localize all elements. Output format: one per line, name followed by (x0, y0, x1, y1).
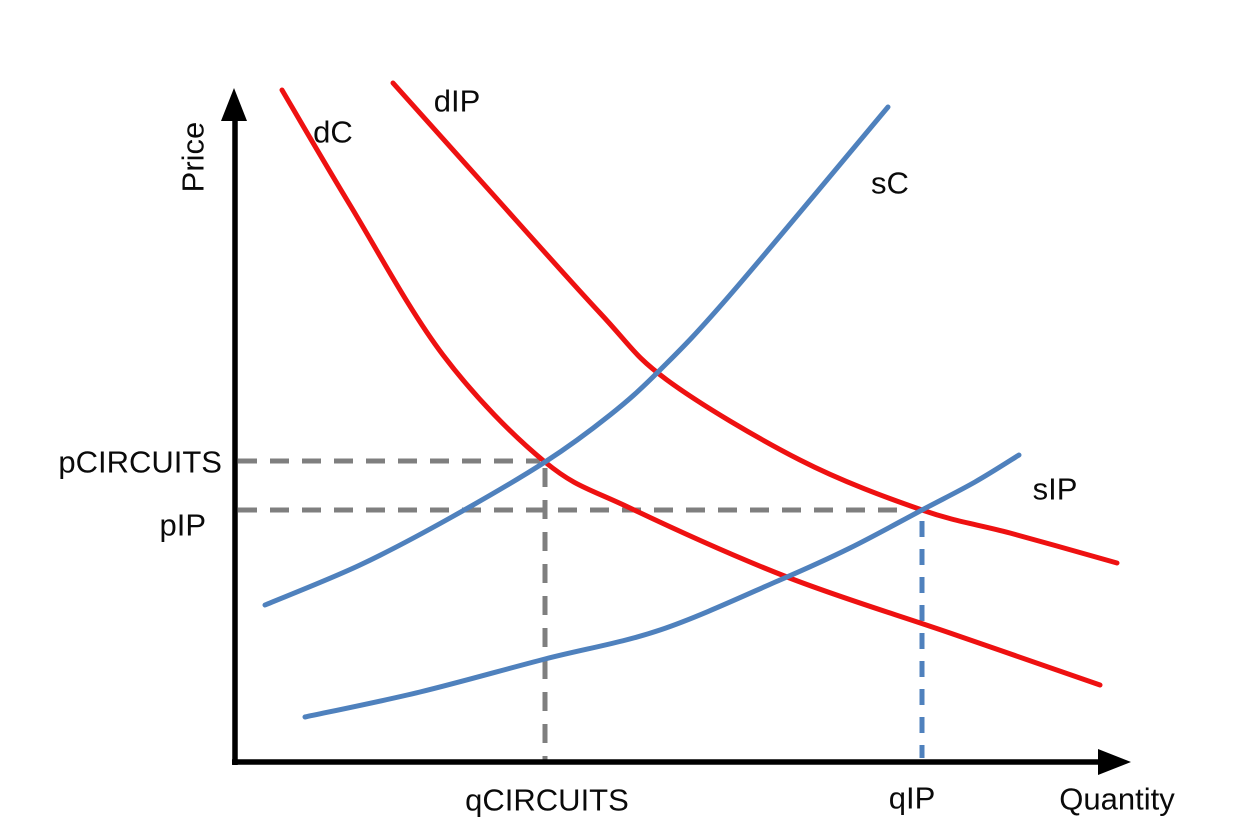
price-label-ip: pIP (159, 508, 206, 543)
labels-group: Price Quantity dC dIP sC sIP pCIRCUITS p… (58, 84, 1175, 818)
curve-label-sc: sC (871, 166, 909, 201)
curve-label-dc: dC (313, 115, 353, 150)
demand-curve-ip (390, 80, 1120, 566)
y-axis-label: Price (176, 122, 211, 193)
quantity-label-ip: qIP (889, 781, 936, 816)
guides-group (238, 458, 925, 760)
x-axis-label: Quantity (1059, 782, 1175, 817)
quantity-label-circuits: qCIRCUITS (465, 783, 629, 818)
axes-group (221, 88, 1131, 775)
demand-curve-circuits (279, 87, 1103, 688)
curves-group (262, 80, 1120, 720)
supply-curve-ip (302, 452, 1022, 720)
curve-label-dip: dIP (434, 84, 481, 119)
y-axis-arrowhead-icon (221, 88, 247, 121)
supply-curve-circuits (262, 104, 891, 608)
curve-label-sip: sIP (1033, 472, 1078, 507)
price-label-circuits: pCIRCUITS (58, 445, 222, 480)
x-axis-arrowhead-icon (1098, 749, 1131, 775)
